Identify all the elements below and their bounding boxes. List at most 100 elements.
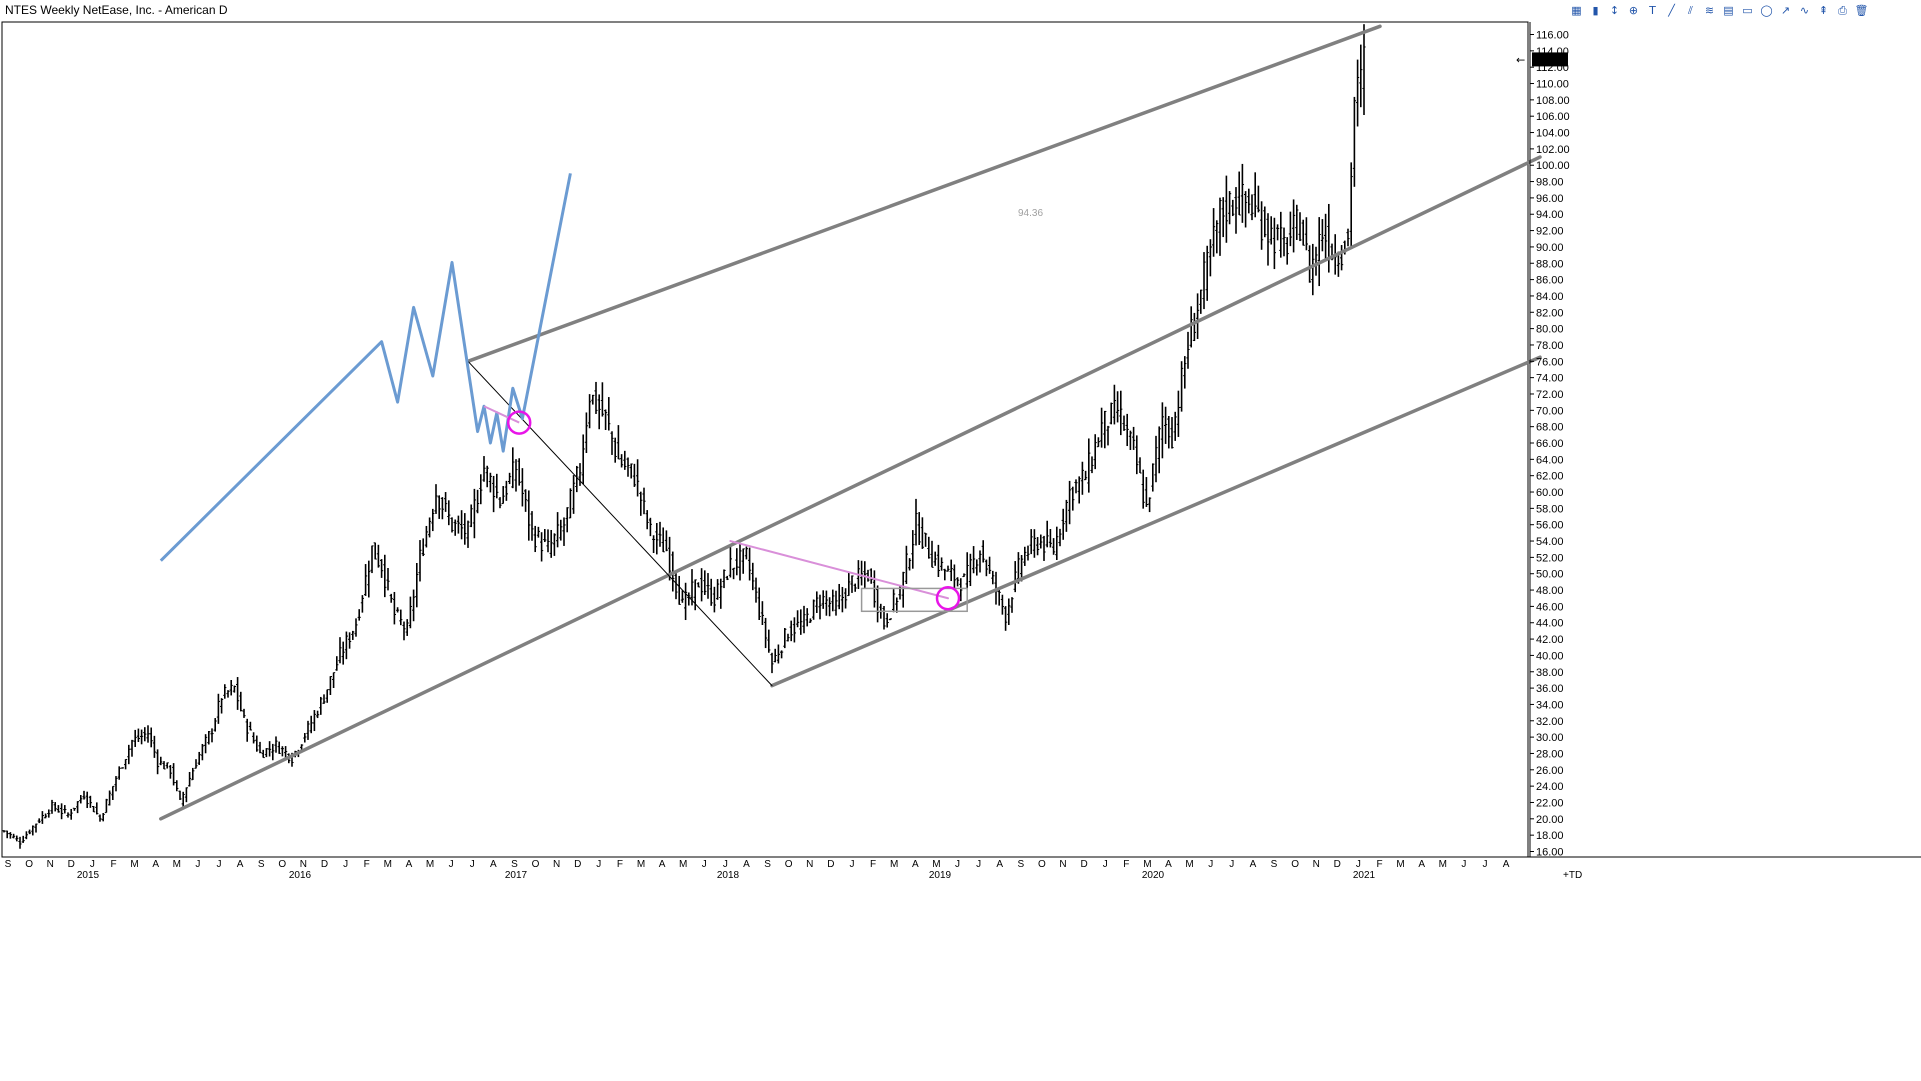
- price-bar: [616, 425, 620, 460]
- price-tick-label: 16.00: [1536, 847, 1564, 859]
- chart-type-icon[interactable]: ▦: [1571, 4, 1582, 17]
- price-bar: [408, 596, 412, 629]
- price-bar: [504, 480, 508, 501]
- price-bar: [1064, 499, 1068, 532]
- price-bar: [1151, 463, 1155, 492]
- decline-line-line[interactable]: [467, 360, 773, 687]
- month-tick-label: S: [511, 859, 518, 870]
- price-bar: [1234, 187, 1238, 234]
- price-bar: [159, 756, 163, 766]
- price-bar: [511, 447, 515, 489]
- highlight-circle[interactable]: [935, 585, 961, 611]
- price-bar: [1240, 163, 1244, 223]
- upper-channel-line[interactable]: [466, 24, 1382, 364]
- year-tick-label: 2020: [1142, 870, 1165, 881]
- price-tick-label: 96.00: [1536, 193, 1564, 205]
- price-bar: [1212, 208, 1216, 257]
- highlight-circle[interactable]: [506, 410, 532, 435]
- price-bar: [236, 677, 240, 710]
- price-bar: [844, 588, 848, 609]
- month-tick-label: O: [532, 859, 540, 870]
- price-bar: [1090, 456, 1094, 474]
- price-bar: [274, 736, 278, 753]
- price-tick-label: 50.00: [1536, 569, 1564, 581]
- price-bar: [1170, 417, 1174, 449]
- price-bar: [194, 759, 198, 769]
- rectangle-icon[interactable]: ▭: [1742, 4, 1753, 17]
- price-bar: [802, 605, 806, 634]
- price-bar: [940, 557, 944, 571]
- price-bar: [863, 561, 867, 589]
- price-bar: [389, 593, 393, 603]
- price-bar: [232, 685, 236, 693]
- price-tick-label: 24.00: [1536, 781, 1564, 793]
- price-bar: [5, 830, 9, 839]
- grid-icon[interactable]: ▤: [1723, 4, 1734, 17]
- month-tick-label: A: [1503, 859, 1510, 870]
- price-bar: [2, 830, 6, 833]
- middle-channel-line[interactable]: [159, 155, 1542, 821]
- year-tick-label: 2015: [77, 870, 100, 881]
- text-icon[interactable]: T: [1649, 4, 1656, 17]
- price-bar: [431, 508, 435, 532]
- price-bar: [1295, 204, 1299, 240]
- month-tick-label: D: [827, 859, 834, 870]
- arrow-icon[interactable]: ↗: [1780, 4, 1791, 17]
- price-bar: [1036, 537, 1040, 556]
- price-axis[interactable]: 16.00 18.00 20.00 22.00 24.00 26.00 28.00 30.00…: [1516, 22, 1570, 859]
- price-bar: [434, 484, 438, 514]
- month-tick-label: D: [1334, 859, 1341, 870]
- price-bar: [895, 597, 899, 613]
- price-tick-label: 80.00: [1536, 324, 1564, 336]
- pin-icon[interactable]: ⇞: [1818, 4, 1829, 17]
- fib-icon[interactable]: ≋: [1704, 4, 1715, 17]
- price-bar: [1336, 251, 1340, 277]
- projection-path[interactable]: [159, 173, 572, 562]
- price-tick-label: 98.00: [1536, 177, 1564, 189]
- candle-icon[interactable]: ▮: [1592, 4, 1599, 17]
- bar-up-icon[interactable]: ↕: [1609, 4, 1620, 17]
- channel-icon[interactable]: ⫽: [1688, 4, 1693, 17]
- price-bar: [1263, 206, 1267, 238]
- price-bar: [146, 725, 150, 743]
- price-bar: [520, 468, 524, 507]
- month-tick-label: A: [1165, 859, 1172, 870]
- price-bar: [120, 767, 124, 769]
- price-bar: [623, 450, 627, 470]
- wave-icon[interactable]: ∿: [1799, 4, 1810, 17]
- lower-channel-line[interactable]: [770, 355, 1542, 688]
- price-bar: [636, 459, 640, 497]
- month-tick-label: M: [637, 859, 645, 870]
- price-tick-label: 26.00: [1536, 765, 1564, 777]
- price-bar: [277, 741, 281, 754]
- print-icon[interactable]: ⎙: [1838, 4, 1847, 17]
- highlight-box[interactable]: [860, 587, 968, 613]
- price-bar: [239, 691, 243, 712]
- price-bar: [703, 570, 707, 595]
- price-bar: [693, 579, 697, 611]
- month-tick-label: M: [679, 859, 687, 870]
- price-bar: [1247, 188, 1251, 214]
- projection-pink-segment[interactable]: [483, 405, 520, 424]
- circle-icon[interactable]: ◯: [1760, 4, 1773, 17]
- trendline-icon[interactable]: ╱: [1668, 4, 1675, 17]
- price-bar: [981, 540, 985, 563]
- trash-icon[interactable]: 🗑: [1854, 4, 1869, 17]
- price-bar: [972, 546, 976, 574]
- price-bar: [184, 787, 188, 803]
- crosshair-icon[interactable]: ⊕: [1628, 4, 1639, 17]
- price-bar: [648, 517, 652, 537]
- price-bar: [927, 536, 931, 559]
- price-bar: [904, 545, 908, 585]
- price-tick-label: 38.00: [1536, 667, 1564, 679]
- price-tick-label: 116.00: [1536, 30, 1569, 42]
- price-bar: [47, 809, 51, 818]
- price-bar: [930, 540, 934, 568]
- month-tick-label: A: [743, 859, 750, 870]
- price-bar: [373, 542, 377, 560]
- price-bar: [546, 529, 550, 553]
- plot-area[interactable]: 94.36: [1, 21, 1542, 858]
- price-bar: [1068, 480, 1072, 525]
